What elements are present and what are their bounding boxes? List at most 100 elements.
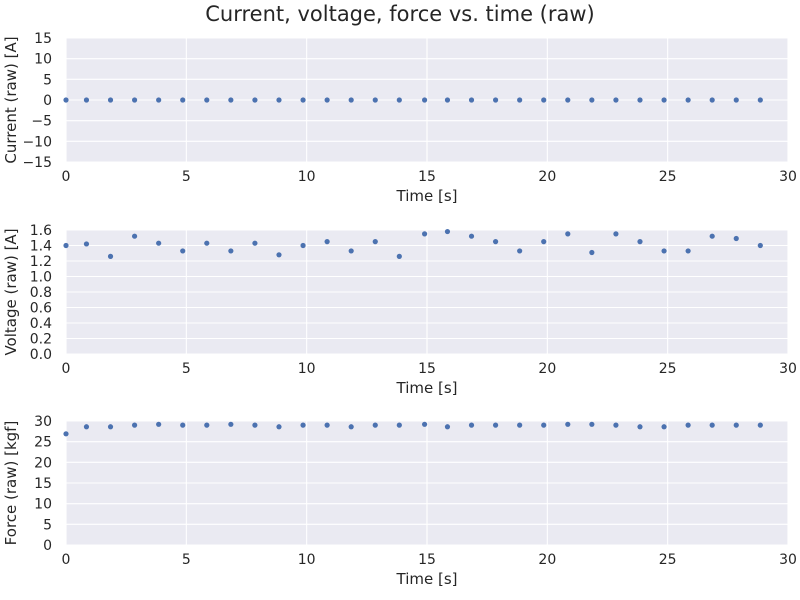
voltage-y-tick-label: 0.6	[30, 301, 52, 317]
voltage-data-point	[372, 239, 378, 245]
force-data-point	[372, 422, 378, 428]
force-y-axis-label: Force (raw) [kgf]	[2, 421, 20, 546]
force-data-point	[685, 422, 691, 428]
voltage-data-point	[252, 240, 258, 246]
force-x-tick-label: 30	[779, 552, 797, 568]
voltage-data-point	[637, 239, 643, 245]
voltage-data-point	[276, 252, 282, 258]
voltage-x-tick-label: 30	[779, 361, 797, 377]
current-y-tick-label: 5	[43, 72, 52, 88]
force-data-point	[637, 424, 643, 430]
force-x-tick-label: 0	[62, 552, 71, 568]
force-data-point	[396, 422, 402, 428]
current-data-point	[276, 97, 282, 103]
force-data-point	[613, 422, 619, 428]
current-data-point	[131, 97, 138, 103]
figure-title: Current, voltage, force vs. time (raw)	[205, 2, 595, 26]
force-y-tick-label: 15	[34, 476, 52, 492]
force-y-tick-label: 25	[34, 435, 52, 451]
force-data-point	[709, 422, 715, 428]
voltage-data-point	[444, 228, 451, 235]
force-data-point	[661, 424, 667, 430]
voltage-data-point	[661, 248, 667, 254]
force-gridlines	[65, 420, 789, 546]
current-x-tick-label: 10	[298, 169, 316, 185]
voltage-data-point	[107, 253, 114, 259]
current-series	[63, 97, 763, 103]
force-data-point	[348, 424, 354, 430]
voltage-y-tick-label: 1.0	[30, 270, 52, 286]
current-y-tick-label: 15	[34, 31, 52, 47]
current-data-point	[709, 97, 715, 103]
voltage-data-point	[757, 242, 763, 249]
current-data-point	[372, 97, 378, 103]
voltage-gridlines	[65, 229, 789, 355]
current-panel: 0 5 10 15 20 25 30 −15 −10 −5 0 5 10 15 Time [s] Curren…	[2, 31, 797, 205]
voltage-data-point	[63, 242, 69, 249]
force-series	[63, 421, 763, 437]
force-data-point	[156, 421, 162, 427]
force-x-tick-label: 25	[659, 552, 677, 568]
force-data-point	[492, 422, 499, 428]
voltage-data-point	[421, 231, 428, 237]
force-data-point	[565, 421, 571, 427]
voltage-y-tick-label: 0.0	[30, 347, 52, 363]
current-y-tick-label: 0	[43, 93, 52, 109]
current-data-point	[324, 97, 330, 103]
force-data-point	[589, 421, 595, 427]
voltage-x-axis-label: Time [s]	[396, 379, 458, 397]
voltage-data-point	[348, 248, 354, 254]
voltage-x-tick-label: 5	[182, 361, 191, 377]
current-data-point	[180, 97, 186, 103]
voltage-data-point	[685, 248, 691, 254]
voltage-data-point	[156, 240, 162, 246]
current-y-tick-label: −10	[22, 134, 52, 150]
current-data-point	[83, 97, 90, 103]
force-y-tick-label: 10	[34, 497, 52, 513]
current-data-point	[396, 97, 402, 103]
force-data-point	[228, 421, 234, 427]
current-data-point	[517, 97, 523, 103]
voltage-x-tick-label: 0	[62, 361, 71, 377]
current-x-tick-label: 15	[418, 169, 436, 185]
force-x-tick-label: 15	[418, 552, 436, 568]
voltage-data-point	[492, 239, 499, 245]
voltage-y-tick-label: 0.8	[30, 285, 52, 301]
force-data-point	[541, 422, 547, 428]
current-data-point	[444, 97, 451, 103]
voltage-y-tick-label: 1.2	[30, 254, 52, 270]
force-x-tick-label: 5	[182, 552, 191, 568]
force-data-point	[131, 422, 138, 428]
current-data-point	[204, 97, 210, 103]
voltage-y-tick-label: 1.4	[30, 239, 52, 255]
voltage-data-point	[541, 239, 547, 245]
current-data-point	[107, 97, 114, 103]
force-x-tick-label: 10	[298, 552, 316, 568]
current-data-point	[685, 97, 691, 103]
current-data-point	[565, 97, 571, 103]
force-data-point	[107, 424, 114, 430]
force-data-point	[276, 424, 282, 430]
current-data-point	[228, 97, 234, 103]
voltage-y-tick-label: 1.6	[30, 223, 52, 239]
force-panel: 0 5 10 15 20 25 30 0 5 10 15 20 25 30 Time [s] Force (r…	[2, 414, 797, 588]
force-y-tick-label: 20	[34, 455, 52, 471]
current-data-point	[300, 97, 306, 103]
voltage-data-point	[709, 233, 715, 239]
voltage-data-point	[468, 233, 475, 239]
current-y-tick-label: −5	[31, 114, 52, 130]
force-data-point	[517, 422, 523, 428]
current-y-tick-label: −15	[22, 155, 52, 171]
current-data-point	[733, 97, 739, 103]
current-data-point	[637, 97, 643, 103]
voltage-y-tick-label: 0.4	[30, 316, 52, 332]
force-data-point	[733, 422, 739, 428]
voltage-data-point	[613, 231, 619, 237]
current-x-tick-label: 20	[538, 169, 556, 185]
current-data-point	[468, 97, 475, 103]
current-data-point	[252, 97, 258, 103]
voltage-data-point	[565, 231, 571, 237]
current-y-tick-label: 10	[34, 52, 52, 68]
force-data-point	[252, 422, 258, 428]
